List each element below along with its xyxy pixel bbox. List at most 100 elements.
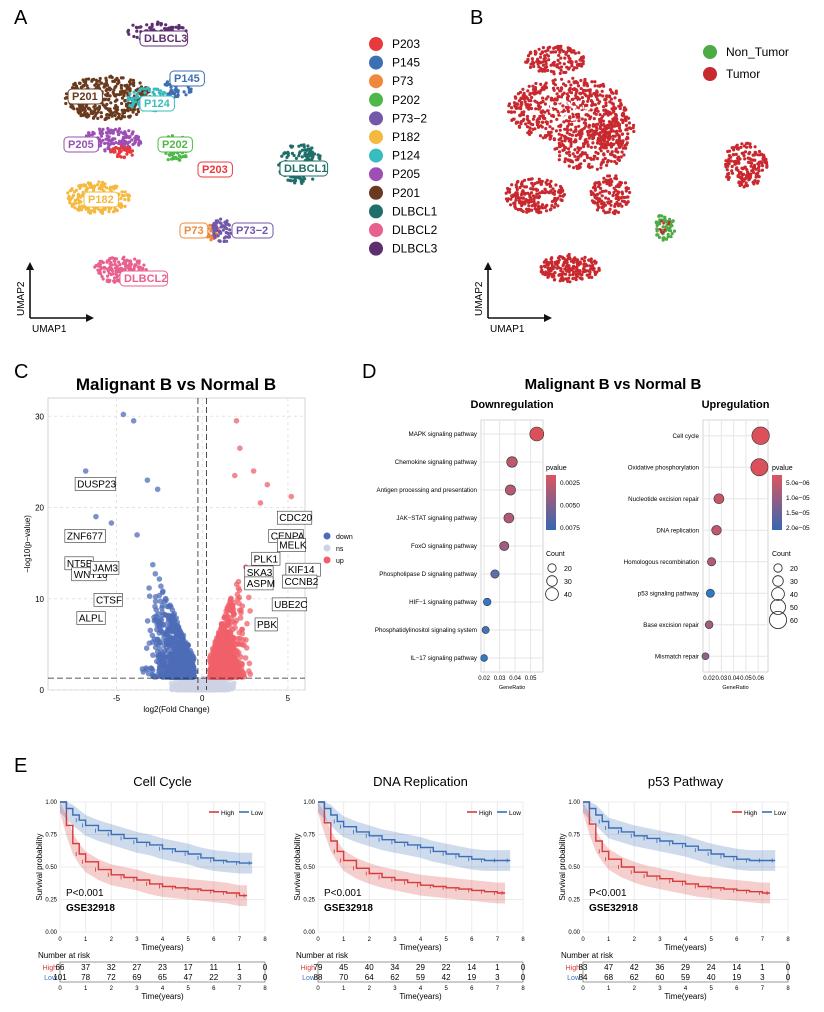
umap-point-tumor — [521, 87, 525, 91]
umap-point-dlbcl2 — [101, 277, 105, 281]
umap-point-p182 — [74, 201, 78, 205]
umap-point-tumor — [585, 140, 589, 144]
umap-point-p124 — [132, 100, 136, 104]
umap-point-tumor — [738, 175, 742, 179]
umap-point-p201 — [105, 83, 109, 87]
umap-point-p182 — [104, 186, 109, 190]
umap-point-tumor — [549, 98, 554, 102]
umap-point-tumor — [586, 143, 590, 147]
umap-point-tumor — [507, 110, 511, 114]
umap-point-tumor — [572, 81, 577, 85]
umap-point-tumor — [533, 86, 537, 90]
umap-point-tumor — [579, 129, 583, 133]
umap-point-p182 — [71, 202, 75, 207]
umap-point-tumor — [602, 136, 606, 140]
umap-point-non-tumor — [669, 235, 673, 239]
umap-point-tumor — [600, 145, 604, 149]
umap-point-p73-2 — [211, 224, 215, 228]
umap-point-tumor — [590, 275, 594, 279]
umap-gap — [571, 105, 574, 109]
umap-point-p73-2 — [219, 217, 223, 221]
umap-point-non-tumor — [660, 214, 664, 218]
umap-point-dlbcl1 — [283, 151, 287, 155]
umap-point-tumor — [748, 150, 752, 155]
umap-point-tumor — [625, 135, 630, 139]
umap-point-tumor — [739, 145, 743, 149]
umap-point-tumor — [585, 264, 589, 268]
umap-point-p145 — [187, 87, 191, 91]
chart-title: Malignant B vs Normal B — [76, 375, 276, 394]
umap-point-tumor — [602, 209, 606, 213]
umap-point-tumor — [608, 207, 612, 211]
umap-point-dlbcl1 — [299, 143, 303, 147]
umap-point-p201 — [87, 114, 91, 118]
umap-point-tumor — [556, 110, 560, 114]
umap-point-p73-2 — [212, 231, 216, 235]
umap-point-p203 — [118, 148, 122, 152]
umap-point-tumor — [545, 53, 549, 57]
umap-point-p201 — [104, 88, 108, 93]
umap-gap — [560, 108, 563, 111]
umap-point-p201 — [79, 110, 83, 114]
umap-point-p182 — [73, 206, 77, 210]
umap-point-tumor — [588, 88, 592, 92]
umap-point-tumor — [529, 187, 533, 191]
umap-point-tumor — [543, 56, 547, 60]
umap-point-tumor — [532, 197, 536, 201]
umap-point-p201 — [79, 114, 83, 118]
umap-point-dlbcl1 — [297, 154, 301, 158]
umap-point-p73-2 — [215, 221, 219, 225]
umap-point-non-tumor — [669, 229, 673, 233]
umap-point-tumor — [617, 138, 622, 142]
umap-point-tumor — [556, 196, 560, 200]
umap-point-tumor — [559, 48, 564, 52]
umap-point-tumor — [659, 229, 663, 232]
umap-point-tumor — [755, 181, 760, 185]
umap-point-p205 — [123, 136, 127, 140]
umap-point-dlbcl2 — [118, 266, 122, 270]
umap-point-dlbcl3 — [134, 25, 138, 29]
umap-point-tumor — [584, 121, 588, 126]
umap-point-p145 — [176, 94, 180, 99]
umap-point-tumor — [600, 189, 604, 193]
umap-point-p182 — [97, 180, 101, 184]
umap-point-tumor — [751, 170, 756, 174]
umap-point-tumor — [546, 48, 550, 52]
umap-point-tumor — [515, 120, 519, 124]
umap-point-tumor — [749, 172, 753, 176]
umap-point-tumor — [614, 91, 619, 95]
cluster-label-p201: P201 — [72, 91, 98, 103]
umap-point-tumor — [525, 114, 530, 119]
umap-point-p124 — [135, 92, 139, 96]
umap-point-tumor — [507, 104, 511, 108]
umap-point-tumor — [623, 181, 628, 185]
volcano-point-ns — [173, 682, 179, 688]
umap-point-tumor — [558, 184, 563, 189]
umap-point-non-tumor — [661, 225, 665, 229]
umap-point-dlbcl2 — [115, 273, 119, 277]
umap-point-p201 — [121, 76, 125, 80]
umap-point-dlbcl2 — [114, 265, 119, 270]
umap-point-tumor — [544, 204, 548, 208]
umap-point-p201 — [123, 99, 127, 103]
umap-point-p205 — [108, 131, 112, 135]
umap-point-tumor — [574, 125, 578, 129]
umap-point-p182 — [84, 207, 88, 211]
umap-point-tumor — [605, 163, 609, 167]
umap-point-p182 — [100, 180, 105, 184]
umap-point-tumor — [555, 266, 559, 270]
umap-point-p201 — [113, 78, 117, 82]
umap-point-tumor — [525, 105, 529, 109]
umap-gap — [558, 100, 561, 104]
umap-point-tumor — [573, 51, 578, 55]
legend-swatch-non_tumor — [703, 45, 717, 59]
umap-point-tumor — [551, 127, 555, 131]
umap-point-tumor — [538, 55, 543, 59]
umap-point-p73-2 — [216, 234, 220, 238]
umap-point-tumor — [521, 119, 525, 123]
umap-point-tumor — [608, 178, 613, 182]
umap-point-p201 — [131, 78, 135, 82]
umap-point-p205 — [117, 141, 121, 146]
umap-point-tumor — [524, 102, 528, 107]
arrow-head-icon — [484, 262, 492, 270]
